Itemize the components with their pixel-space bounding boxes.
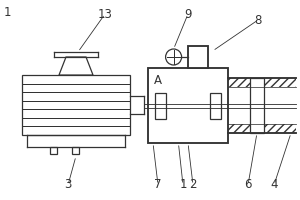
- Bar: [250, 78, 264, 133]
- Text: 13: 13: [98, 7, 112, 21]
- Text: 1: 1: [3, 5, 11, 19]
- Bar: [155, 92, 166, 118]
- Bar: [210, 92, 221, 118]
- Text: 6: 6: [244, 178, 252, 192]
- Text: 8: 8: [254, 14, 262, 26]
- Text: 2: 2: [189, 178, 197, 192]
- Text: 4: 4: [270, 178, 278, 192]
- Bar: [148, 68, 228, 143]
- Bar: [188, 46, 208, 68]
- Polygon shape: [59, 57, 93, 75]
- Bar: [50, 147, 57, 154]
- Text: 3: 3: [64, 178, 72, 192]
- Circle shape: [166, 49, 182, 65]
- Bar: [228, 78, 296, 87]
- Text: 1: 1: [179, 178, 187, 192]
- Bar: [72, 147, 79, 154]
- Text: 7: 7: [154, 178, 162, 192]
- Bar: [228, 124, 296, 133]
- Text: A: A: [154, 73, 162, 86]
- Text: 9: 9: [184, 7, 192, 21]
- Bar: [22, 75, 130, 135]
